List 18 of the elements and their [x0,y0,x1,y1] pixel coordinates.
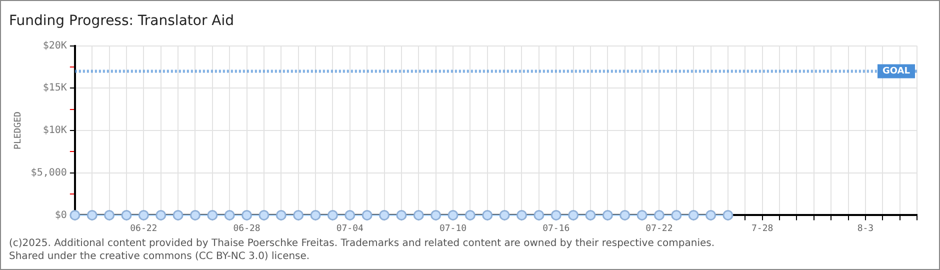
x-tick-label: 06-22 [130,224,158,234]
y-tick-label: $20K [42,40,67,52]
y-tick-label: $0 [54,210,67,221]
x-tick-label: 07-22 [646,224,673,234]
y-tick-label: $15K [42,82,67,94]
chart-title: Funding Progress: Translator Aid [9,13,234,30]
text: Shared under the creative commons (CC BY-NC 3.0) license. [9,250,311,263]
x-tick-label: 8-3 [857,224,874,234]
y-tick-label: $10K [42,125,67,136]
y-tick-label: $5,000 [30,167,67,178]
x-tick-label: 07-16 [542,224,570,234]
x-tick-label: 7-28 [751,224,774,234]
text: (c)2025. Additional content provided by Thaise Poerschke Freitas. Trademarks and related content are owned by their respective companies. [9,237,715,250]
x-tick-label: 07-10 [439,224,467,234]
x-tick-label: 06-28 [233,224,260,234]
x-tick-label: 07-04 [336,224,364,234]
y-axis-title: PLEDGED [14,112,24,150]
ref-line-label: GOAL [882,66,910,77]
